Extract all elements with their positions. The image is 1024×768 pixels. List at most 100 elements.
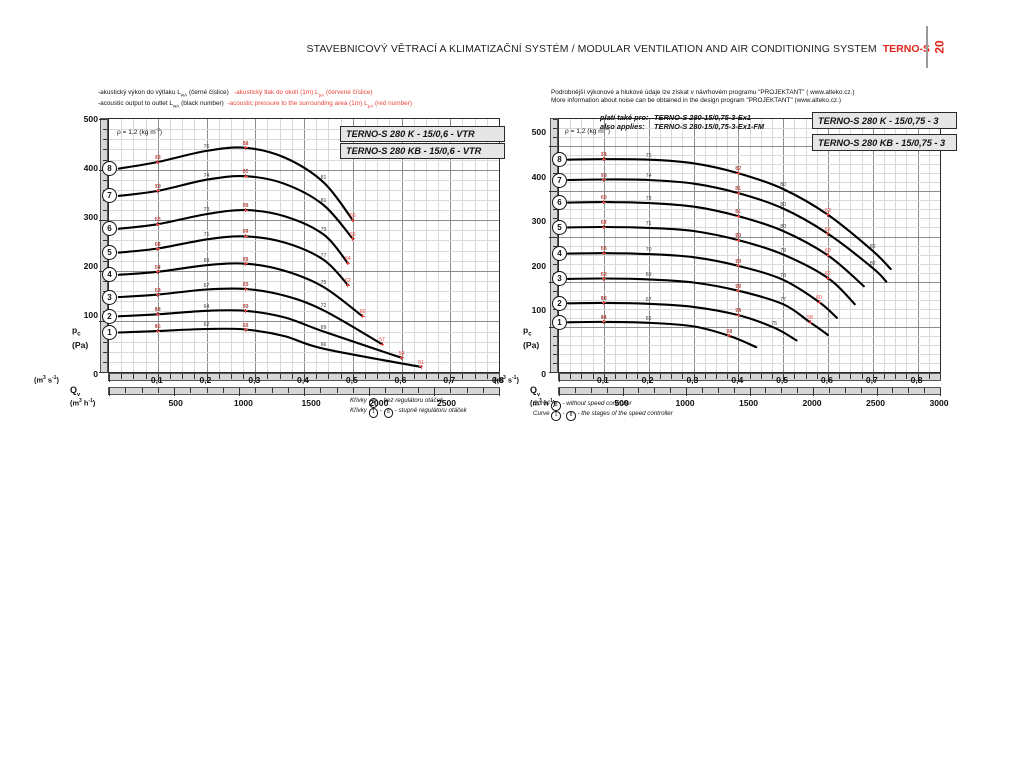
curve-index-1: 1 xyxy=(102,325,117,340)
x-tick-0,8: 0,8 xyxy=(910,375,923,385)
acoustic-output-label: 82 xyxy=(869,261,876,268)
right-x-unit-p5: ) xyxy=(516,375,519,385)
acoustic-output-label: 54 xyxy=(600,314,607,321)
page-header: STAVEBNICOVÝ VĚTRACÍ A KLIMATIZAČNÍ SYST… xyxy=(306,38,930,60)
acoustic-pressure-label: 47 xyxy=(154,307,161,314)
acoustic-pressure-marker xyxy=(155,246,160,251)
left-qv-sub: v xyxy=(77,391,81,398)
acoustic-output-label: 79 xyxy=(320,227,327,234)
left-qv-letter: Q xyxy=(70,385,78,395)
left-y-tick-400: 400 xyxy=(83,163,98,173)
acoustic-pressure-label: 60 xyxy=(600,195,607,202)
left-footnote-1-circle: 8 xyxy=(368,398,379,408)
acoustic-pressure-marker xyxy=(399,355,404,360)
qv-tick-2000: 2000 xyxy=(369,398,389,408)
acoustic-output-label: 71 xyxy=(645,220,652,227)
acoustic-pressure-marker xyxy=(825,276,830,280)
acoustic-pressure-marker xyxy=(601,200,606,205)
acoustic-pressure-marker xyxy=(736,191,741,196)
acoustic-pressure-marker xyxy=(727,333,732,338)
left-grid xyxy=(109,119,499,372)
left-footnote-2-circle-2: 8 xyxy=(383,408,394,418)
left-plot-area: 72 58 76 82 68 81 66 70 57 74 81 67 81 65 68 56 73 79 66 79… xyxy=(108,118,500,373)
acoustic-output-label: 81 xyxy=(735,186,742,193)
left-x-unit-s3: h xyxy=(81,398,89,408)
acoustic-pressure-marker xyxy=(155,222,160,227)
right-footnote-2-pre: Curve xyxy=(533,410,550,417)
acoustic-output-label: 77 xyxy=(242,229,249,236)
acoustic-output-label: 66 xyxy=(154,241,161,248)
acoustic-pressure-label: 65 xyxy=(349,231,356,238)
qv-tick-2500: 2500 xyxy=(436,398,457,408)
left-x-unit-p1: (m xyxy=(34,375,44,385)
right-performance-chart: 500 400 300 200 100 0 pc (Pa) 71 59 75 82 62… xyxy=(494,112,957,421)
right-x-unit-s4: -1 xyxy=(548,398,553,404)
right-footnote-2-circle-2: 8 xyxy=(566,411,576,421)
left-footnote-2-pre: Křivky xyxy=(350,407,367,414)
x-tick-0,1: 0,1 xyxy=(150,375,163,385)
acoustic-pressure-marker xyxy=(345,261,350,266)
acoustic-pressure-label: 60 xyxy=(242,282,249,288)
right-density-text: ρ = 1,2 (kg m xyxy=(565,128,604,136)
right-qv-symbol: Qv xyxy=(530,385,540,398)
right-footnote-2-circle-1: 1 xyxy=(551,411,561,421)
qv-tick-1500: 1500 xyxy=(738,398,759,408)
acoustic-pressure-marker xyxy=(243,208,248,213)
acoustic-pressure-marker xyxy=(601,251,606,256)
left-footnote-2: Křivky 1 - 8 - stupně regulátoru otáček xyxy=(350,406,467,418)
right-y-tick-200: 200 xyxy=(531,261,546,271)
right-x-ruler-secondary xyxy=(558,387,941,396)
left-x-unit-p4: -1 xyxy=(52,375,57,381)
right-y-tick-400: 400 xyxy=(531,172,546,182)
acoustic-pressure-marker xyxy=(155,312,160,317)
right-y-tick-500: 500 xyxy=(531,127,546,137)
right-y-tick-300: 300 xyxy=(531,216,546,226)
acoustic-output-label: 72 xyxy=(154,155,161,161)
acoustic-output-label: 80 xyxy=(780,201,786,208)
right-applies-block: platí také pro: TERNO-S 280-15/0,75-3-Ex1… xyxy=(600,113,764,132)
curve-index-8: 8 xyxy=(552,152,567,168)
applies-en-label: also applies: xyxy=(600,122,645,132)
acoustic-output-label: 79 xyxy=(735,233,742,240)
acoustic-pressure-marker xyxy=(825,212,830,217)
x-tick-0,3: 0,3 xyxy=(686,375,699,385)
note-cz-black-tail: (černé číslice) xyxy=(188,89,229,96)
note-cz-black-sub: wA xyxy=(180,92,188,98)
curve-index-3: 3 xyxy=(552,271,567,287)
curve-index-5: 5 xyxy=(102,245,117,261)
acoustic-output-label: 80 xyxy=(780,224,786,230)
acoustic-output-label: 71 xyxy=(203,232,210,239)
note-en-red-tail: (red number) xyxy=(375,99,412,107)
right-chart-info-note: Podrobnější výkonové a hlukové údaje lze… xyxy=(551,89,854,106)
right-model-box-1: TERNO-S 280 K - 15/0,75 - 3 xyxy=(812,112,957,129)
acoustic-pressure-label: 45 xyxy=(154,324,161,330)
acoustic-output-label: 81 xyxy=(320,175,327,182)
acoustic-output-label: 69 xyxy=(645,272,652,279)
acoustic-pressure-marker xyxy=(601,300,606,305)
note-cz-black: -akustický výkon do výtlaku L xyxy=(98,89,181,96)
curve-index-2: 2 xyxy=(552,295,567,311)
acoustic-pressure-label: 52 xyxy=(726,328,733,335)
applies-cz-value: TERNO-S 280-15/0,75-3-Ex1 xyxy=(654,113,751,122)
acoustic-output-label: 67 xyxy=(645,296,652,303)
applies-en-value: TERNO-S 280-15/0,75-3-Ex1-FM xyxy=(654,122,765,132)
right-x-unit-p2: 3 xyxy=(503,375,506,381)
right-density-label: ρ = 1,2 (kg m-3) xyxy=(565,126,610,135)
x-tick-0,4: 0,4 xyxy=(731,375,744,385)
acoustic-pressure-label: 60 xyxy=(816,295,822,301)
x-tick-0,6: 0,6 xyxy=(820,375,833,385)
left-y-axis-subscript: c xyxy=(77,331,81,338)
acoustic-pressure-label: 58 xyxy=(735,258,742,265)
left-x-unit-secondary: (m3 h-1) xyxy=(70,398,95,407)
acoustic-pressure-marker xyxy=(155,269,160,274)
curve-index-5: 5 xyxy=(552,219,567,235)
right-x-unit-s1: (m xyxy=(530,398,540,408)
acoustic-pressure-marker xyxy=(350,218,355,223)
note-en-red: -acoustic pressure to the surrounding ar… xyxy=(227,99,368,107)
qv-tick-2500: 2500 xyxy=(865,398,886,408)
left-footnote-1: Křivky 8 - bez regulátoru otáček xyxy=(350,396,443,408)
acoustic-pressure-marker xyxy=(155,160,160,164)
left-qv-symbol: Qv xyxy=(70,385,80,398)
applies-cz-label: platí také pro: xyxy=(600,113,649,122)
right-model-box-2: TERNO-S 280 KB - 15/0,75 - 3 xyxy=(812,134,957,151)
